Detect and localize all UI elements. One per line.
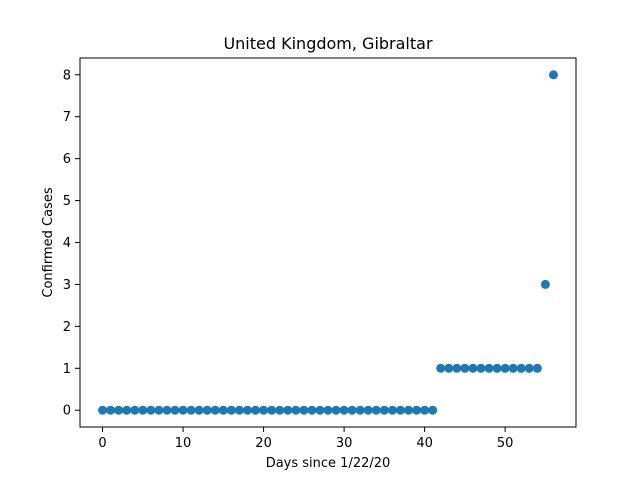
data-point [178, 405, 188, 415]
data-point [484, 363, 494, 373]
y-axis-label: Confirmed Cases [41, 187, 56, 297]
data-point [379, 405, 389, 415]
data-point [130, 405, 140, 415]
x-axis-ticks: 0 10 20 30 40 50 [98, 427, 513, 451]
y-axis-ticks: 0 1 2 3 4 5 6 7 8 [63, 68, 80, 419]
x-tick-label: 20 [255, 436, 272, 451]
data-point [460, 363, 470, 373]
x-tick-label: 30 [336, 436, 353, 451]
y-tick-label: 8 [63, 68, 71, 83]
data-point [548, 70, 558, 80]
y-tick-label: 6 [63, 152, 71, 167]
data-point [154, 405, 164, 415]
data-point [315, 405, 325, 415]
x-tick-label: 50 [497, 436, 514, 451]
data-point [202, 405, 212, 415]
data-points [98, 70, 558, 415]
data-point [516, 363, 526, 373]
data-point [492, 363, 502, 373]
data-point [251, 405, 261, 415]
data-point [170, 405, 180, 415]
data-point [468, 363, 478, 373]
x-tick-label: 0 [98, 436, 106, 451]
x-tick-label: 10 [175, 436, 192, 451]
data-point [540, 279, 550, 289]
chart-title: United Kingdom, Gibraltar [223, 34, 433, 53]
data-point [355, 405, 365, 415]
data-point [339, 405, 349, 415]
y-tick-label: 4 [63, 236, 71, 251]
data-point [532, 363, 542, 373]
data-point [371, 405, 381, 415]
x-axis-label: Days since 1/22/20 [266, 456, 391, 471]
data-point [404, 405, 414, 415]
data-point [452, 363, 462, 373]
x-tick-label: 40 [416, 436, 433, 451]
data-point [242, 405, 252, 415]
data-point [291, 405, 301, 415]
data-point [387, 405, 397, 415]
data-point [436, 363, 446, 373]
data-point [444, 363, 454, 373]
data-point [363, 405, 373, 415]
data-point [210, 405, 220, 415]
data-point [186, 405, 196, 415]
data-point [307, 405, 317, 415]
data-point [114, 405, 124, 415]
y-tick-label: 2 [63, 320, 71, 335]
data-point [476, 363, 486, 373]
data-point [138, 405, 148, 415]
data-point [267, 405, 277, 415]
data-point [194, 405, 204, 415]
data-point [218, 405, 228, 415]
data-point [299, 405, 309, 415]
data-point [420, 405, 430, 415]
data-point [500, 363, 510, 373]
data-point [226, 405, 236, 415]
data-point [347, 405, 357, 415]
y-tick-label: 1 [63, 362, 71, 377]
data-point [428, 405, 438, 415]
data-point [122, 405, 132, 415]
data-point [146, 405, 156, 415]
y-tick-label: 5 [63, 194, 71, 209]
data-point [395, 405, 405, 415]
data-point [162, 405, 172, 415]
y-tick-label: 0 [63, 404, 71, 419]
y-tick-label: 3 [63, 278, 71, 293]
data-point [331, 405, 341, 415]
data-point [524, 363, 534, 373]
data-point [234, 405, 244, 415]
y-tick-label: 7 [63, 110, 71, 125]
data-point [323, 405, 333, 415]
data-point [98, 405, 108, 415]
data-point [106, 405, 116, 415]
data-point [508, 363, 518, 373]
data-point [275, 405, 285, 415]
data-point [259, 405, 269, 415]
data-point [283, 405, 293, 415]
data-point [412, 405, 422, 415]
